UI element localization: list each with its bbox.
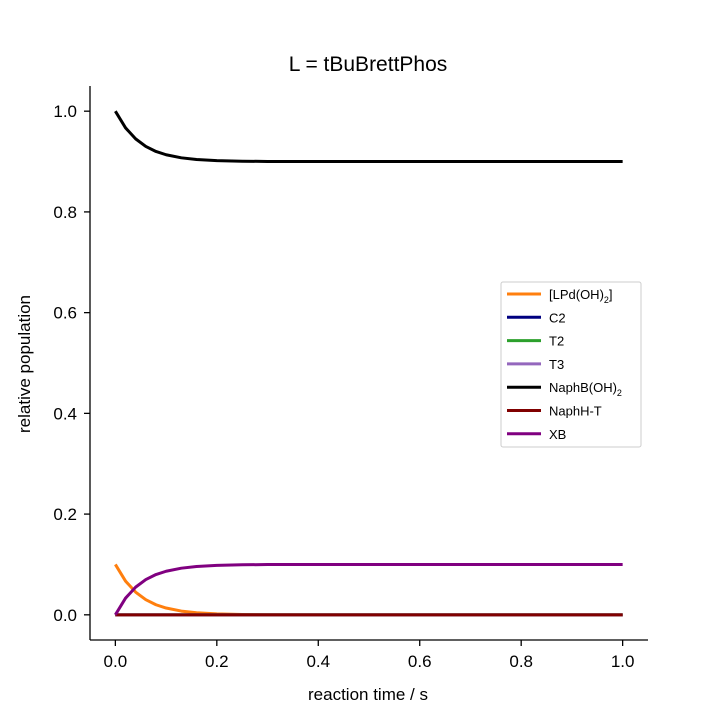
series-line-6 bbox=[114, 562, 623, 616]
legend-label: NaphH-T bbox=[549, 404, 602, 419]
legend-label: T2 bbox=[549, 334, 564, 349]
y-tick-label: 0.8 bbox=[53, 203, 77, 222]
x-tick-label: 0.6 bbox=[408, 652, 432, 671]
x-tick-label: 0.4 bbox=[306, 652, 330, 671]
x-tick-label: 0.0 bbox=[104, 652, 128, 671]
y-axis-label: relative population bbox=[15, 295, 34, 433]
y-tick-label: 0.6 bbox=[53, 304, 77, 323]
plot-area bbox=[114, 110, 623, 617]
x-tick-label: 1.0 bbox=[611, 652, 635, 671]
chart-title: L = tBuBrettPhos bbox=[289, 53, 448, 76]
legend-frame bbox=[500, 281, 642, 448]
x-axis-ticks: 0.0 0.2 0.4 0.6 0.8 1.0 bbox=[104, 640, 635, 671]
y-tick-label: 0.4 bbox=[53, 404, 77, 423]
legend-label: NaphB(OH)2 bbox=[549, 380, 622, 398]
y-tick-label: 0.0 bbox=[53, 606, 77, 625]
legend: [LPd(OH)2] C2 T2 T3 NaphB(OH)2 NaphH-T XB bbox=[500, 281, 642, 448]
y-axis-ticks: 0.0 0.2 0.4 0.6 0.8 1.0 bbox=[53, 102, 90, 625]
legend-label: [LPd(OH)2] bbox=[549, 287, 613, 305]
series-line-4 bbox=[114, 110, 623, 164]
x-tick-label: 0.8 bbox=[509, 652, 533, 671]
series-line-0 bbox=[114, 563, 623, 617]
y-tick-label: 0.2 bbox=[53, 505, 77, 524]
x-tick-label: 0.2 bbox=[205, 652, 229, 671]
legend-label: XB bbox=[549, 427, 566, 442]
y-tick-label: 1.0 bbox=[53, 102, 77, 121]
legend-label: C2 bbox=[549, 310, 566, 325]
legend-label: T3 bbox=[549, 357, 564, 372]
x-axis-label: reaction time / s bbox=[308, 685, 428, 704]
